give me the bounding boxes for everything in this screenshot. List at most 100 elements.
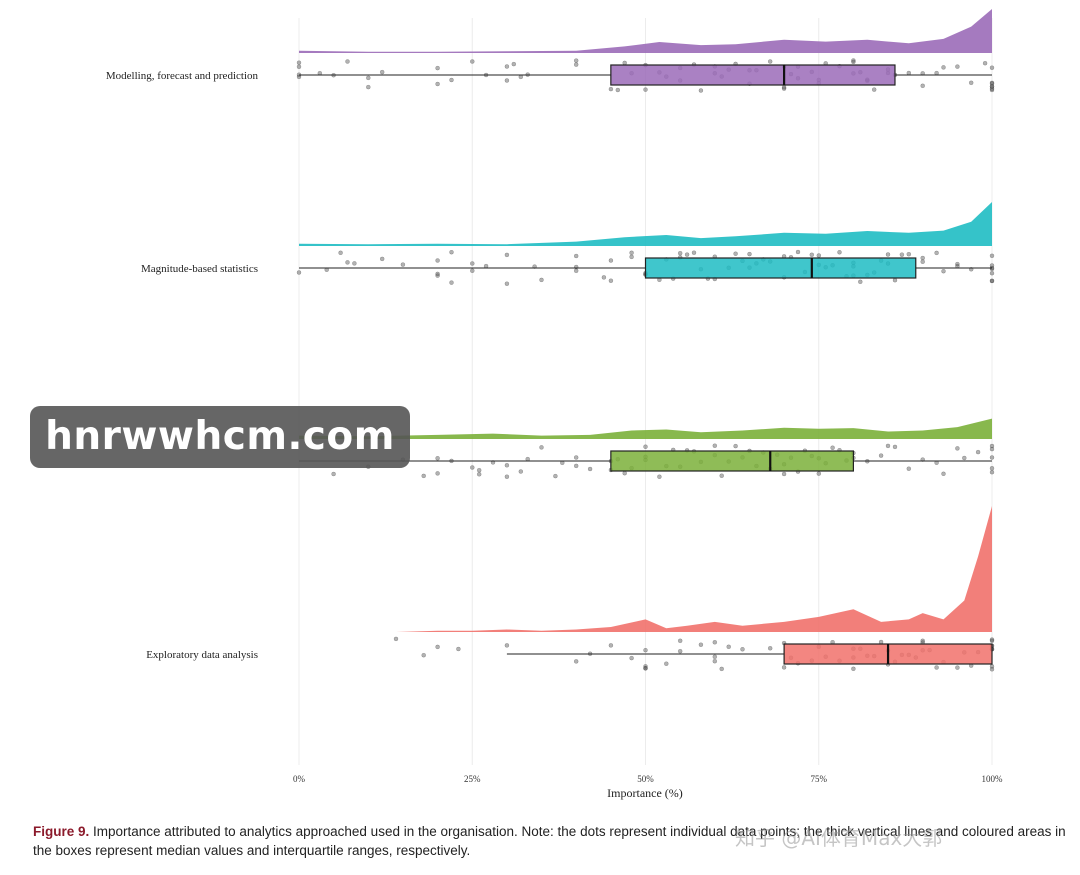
data-point [449,249,454,255]
data-point [476,472,482,477]
data-point [781,665,787,670]
data-point [573,455,579,460]
data-point [747,251,752,257]
data-point [435,471,440,476]
data-point [539,445,544,450]
data-point [504,474,510,479]
data-point [941,65,946,70]
data-point [885,443,891,449]
data-point [968,80,974,86]
x-tick-label: 0% [293,774,306,784]
data-point [781,85,787,90]
data-point [296,60,302,65]
data-point [573,659,579,664]
data-point [504,64,510,69]
data-point [989,638,995,644]
data-point [629,254,634,260]
data-point [608,278,614,283]
data-point [989,446,995,452]
data-point [712,658,718,664]
data-point [989,667,995,672]
data-point [643,647,648,653]
data-point [345,59,350,64]
data-point [851,666,856,672]
data-point [989,84,995,89]
data-point [892,277,898,283]
raincloud-chart: Modelling, forecast and prediction Magnit… [106,9,1003,800]
iqr-box [610,450,854,472]
watermark-banner: hnrwwhcm.com [30,406,410,468]
data-point [975,449,981,455]
category-label: Modelling, forecast and prediction [106,70,259,82]
data-point [511,61,517,67]
data-point [677,250,683,256]
iqr-box [644,257,917,279]
data-point [504,463,510,468]
data-point [989,469,995,475]
data-point [657,474,662,479]
data-point [470,59,475,64]
figure-label: Figure 9. [33,824,90,839]
data-point [733,251,738,256]
density-cloud [299,9,992,53]
data-point [435,644,440,650]
data-point [885,252,891,257]
data-point [941,471,946,477]
data-point [622,470,627,476]
data-point [851,58,856,63]
data-point [573,268,579,274]
data-point [664,661,669,666]
data-point [781,86,787,91]
data-point [941,268,946,274]
data-point [421,473,426,479]
data-point [608,258,614,263]
data-point [476,467,482,473]
data-point [858,279,863,285]
data-point [816,253,822,258]
data-point [878,453,884,458]
data-point [643,87,648,92]
data-point [934,665,939,670]
data-point [601,275,607,280]
data-point [379,256,385,262]
data-point [421,652,426,658]
data-point [712,443,718,448]
data-point [851,59,856,65]
data-point [643,444,648,449]
data-point [809,252,815,258]
data-point [573,62,579,67]
data-point [470,261,475,266]
data-point [989,443,995,449]
data-point [573,253,579,259]
data-point [677,648,683,654]
data-point [435,273,440,278]
data-point [553,473,558,479]
data-point [629,250,634,256]
data-point [587,466,593,472]
data-point [733,443,738,449]
data-point [504,643,510,648]
iqr-box [610,64,896,86]
x-axis-title: Importance (%) [607,786,683,800]
data-point [435,258,440,263]
data-point [892,444,898,450]
data-point [955,446,960,451]
data-point [920,638,925,644]
data-point [684,252,690,257]
x-tick-label: 75% [811,774,828,784]
data-point [366,75,371,81]
data-point [539,277,544,283]
data-point [767,59,773,64]
data-point [379,69,385,75]
data-point [830,445,835,450]
data-point [767,646,773,651]
density-cloud [299,418,992,439]
data-point [795,249,801,255]
data-point [629,655,634,661]
category-label: Exploratory data analysis [146,649,258,661]
data-point [345,260,350,265]
data-point [989,81,995,86]
data-point [615,87,621,93]
data-point [955,665,960,670]
density-cloud [396,506,992,632]
